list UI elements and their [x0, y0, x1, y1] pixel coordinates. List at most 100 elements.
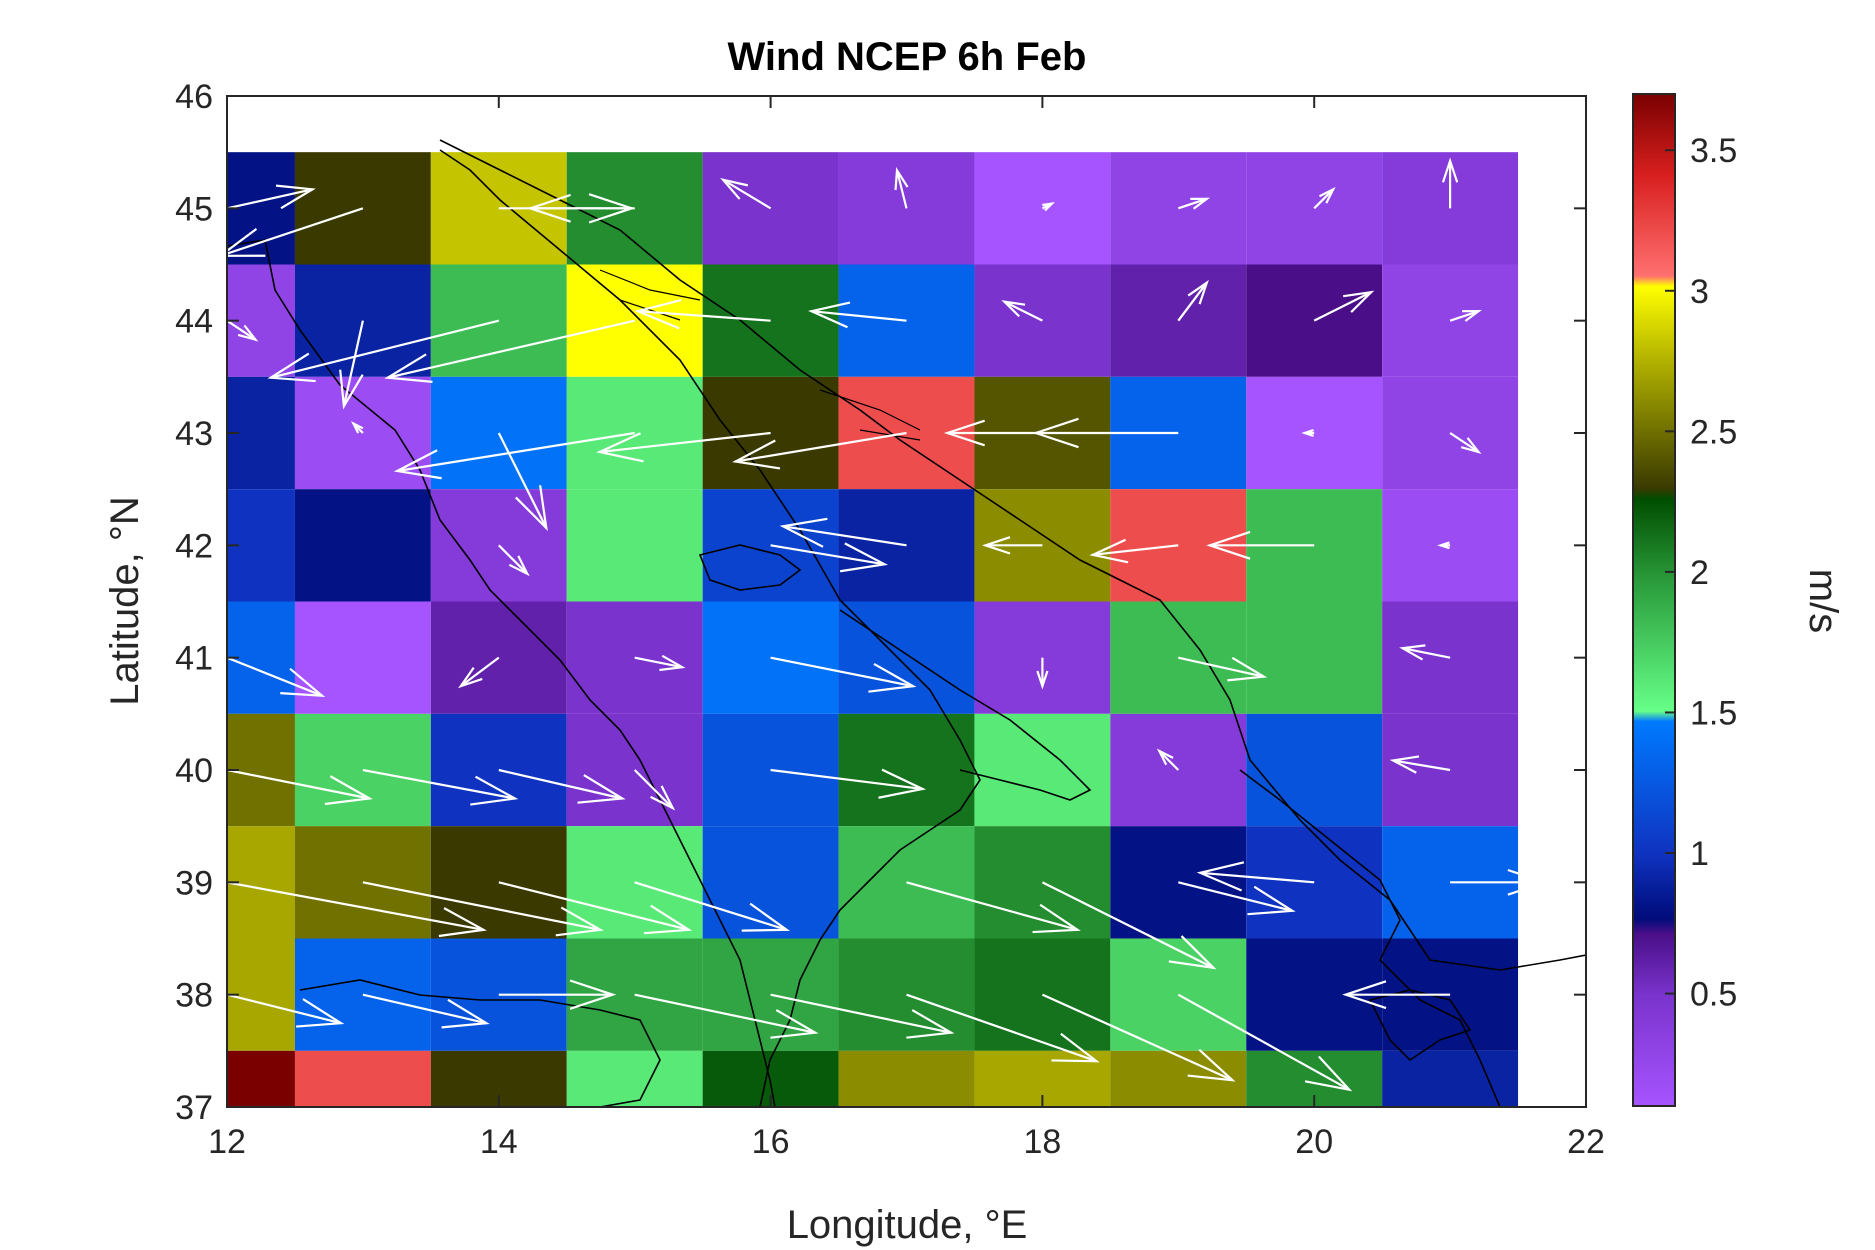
x-tick-label: 18 — [1023, 1123, 1061, 1161]
wind-arrow — [770, 656, 917, 693]
heatmap-cell — [974, 152, 1111, 265]
wind-arrow-shaft — [1041, 993, 1233, 1082]
wind-arrow-head — [1196, 861, 1245, 892]
wind-arrow-head — [1036, 670, 1049, 690]
wind-arrow — [1449, 432, 1482, 454]
x-tick-label: 16 — [752, 1123, 790, 1161]
wind-arrow — [1156, 748, 1180, 771]
wind-arrow — [1041, 993, 1236, 1082]
wind-arrow — [1313, 186, 1336, 210]
wind-arrow-shaft — [227, 319, 257, 341]
x-axis-label: Longitude, °E — [787, 1203, 1028, 1247]
heatmap-cell — [1382, 601, 1519, 714]
heatmap-cell — [294, 152, 431, 265]
wind-arrow-head — [1399, 644, 1426, 661]
wind-arrow — [227, 768, 373, 806]
wind-arrow-shaft — [906, 993, 1097, 1063]
wind-arrow-shaft — [770, 993, 952, 1034]
wind-arrow — [634, 993, 819, 1039]
colorbar-tick-label: 2 — [1690, 554, 1709, 592]
wind-arrow-head — [1343, 290, 1375, 313]
x-tick-label: 20 — [1295, 1123, 1333, 1161]
wind-arrow — [596, 431, 771, 463]
wind-arrow-head — [741, 902, 791, 932]
wind-arrow — [362, 881, 604, 937]
wind-arrow — [779, 517, 907, 548]
wind-arrow-head — [839, 542, 889, 573]
heatmap-cell — [566, 601, 703, 714]
wind-arrow-head — [943, 419, 986, 447]
wind-arrow-shaft — [1392, 759, 1451, 772]
wind-arrow-head — [1187, 1048, 1236, 1082]
wind-arrow — [1036, 657, 1049, 690]
wind-arrow — [1313, 290, 1375, 322]
wind-arrow-head — [384, 353, 433, 383]
wind-arrow-head — [350, 421, 364, 434]
heatmap-cell — [227, 1050, 295, 1107]
x-tick-label: 12 — [208, 1123, 246, 1161]
wind-arrow — [526, 193, 635, 223]
wind-arrow-head — [779, 517, 828, 548]
wind-arrow-head — [393, 449, 442, 480]
wind-arrow-shaft — [735, 431, 907, 463]
wind-arrow-head — [526, 193, 571, 223]
heatmap-cell — [1382, 713, 1519, 827]
wind-arrow-shaft — [1092, 544, 1179, 556]
coastline-dalmatian-islands — [599, 269, 921, 441]
heatmap-cell — [838, 264, 975, 377]
wind-arrow-head — [1032, 903, 1081, 934]
wind-arrow-shaft — [342, 320, 364, 407]
wind-arrow-head — [508, 555, 530, 577]
wind-arrow-shaft — [1449, 432, 1480, 453]
colorbar-tick-label: 0.5 — [1690, 976, 1737, 1014]
wind-arrow-shaft — [1178, 881, 1293, 912]
wind-arrow-head — [1441, 157, 1459, 183]
wind-arrow-shaft — [1177, 993, 1350, 1091]
wind-arrow-shaft — [1313, 188, 1334, 210]
wind-arrow — [497, 432, 548, 532]
wind-arrow-head — [1301, 429, 1314, 437]
y-tick-label: 46 — [175, 78, 213, 116]
wind-arrow-head — [643, 904, 693, 935]
wind-arrow-head — [732, 439, 781, 470]
wind-arrow-shaft — [362, 881, 601, 931]
y-tick-label: 39 — [175, 864, 213, 902]
wind-arrow — [1389, 755, 1451, 774]
wind-arrow — [1178, 881, 1296, 916]
x-axis-ticks: 12 14 16 18 20 22 — [208, 96, 1605, 1161]
heatmap-cell — [838, 1050, 975, 1107]
wind-arrow — [906, 881, 1081, 934]
wind-arrow-shaft — [362, 768, 516, 800]
wind-arrow — [227, 656, 326, 697]
heatmap-cell — [566, 1050, 703, 1107]
wind-arrow-shaft — [1200, 871, 1315, 884]
wind-arrow — [1041, 202, 1056, 212]
plot-frame — [226, 95, 1587, 1108]
heatmap-cell — [1110, 601, 1247, 714]
wind-arrow-shaft — [1041, 881, 1214, 969]
heatmap-cell — [702, 264, 839, 377]
wind-arrow-head — [1042, 202, 1056, 212]
heatmap-cell — [1246, 713, 1383, 827]
wind-arrow — [393, 431, 635, 480]
wind-arrow-head — [339, 369, 364, 410]
wind-arrow-head — [1507, 868, 1549, 896]
wind-arrow — [1041, 881, 1217, 970]
heatmap-cell — [294, 489, 431, 602]
wind-arrow-head — [650, 785, 676, 811]
wind-arrow-head — [868, 662, 917, 693]
wind-arrow — [633, 769, 676, 811]
wind-arrow — [1178, 656, 1268, 682]
wind-arrow-head — [280, 667, 326, 697]
wind-arrow-shaft — [599, 431, 771, 454]
wind-arrow — [362, 768, 519, 806]
colorbar-tick-label: 2.5 — [1690, 413, 1737, 451]
wind-arrow — [498, 768, 626, 804]
wind-arrow-shaft — [770, 768, 923, 791]
coastline-gargano — [698, 544, 802, 591]
wind-arrow-head — [1156, 748, 1174, 766]
wind-arrows — [227, 157, 1549, 1092]
wind-arrow-shaft — [634, 656, 683, 669]
wind-arrow — [1001, 300, 1043, 322]
